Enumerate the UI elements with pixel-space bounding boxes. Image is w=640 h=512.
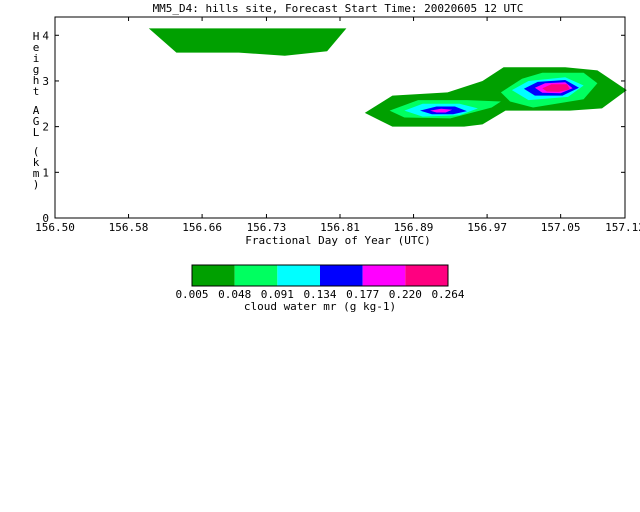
colorbar-swatch xyxy=(234,265,278,286)
x-tick-label: 156.66 xyxy=(182,221,222,234)
y-tick-label: 0 xyxy=(42,212,49,225)
colorbar-tick-label: 0.048 xyxy=(218,288,251,301)
colorbar-tick-label: 0.134 xyxy=(303,288,336,301)
x-tick-label: 156.81 xyxy=(320,221,360,234)
x-axis-ticks: 156.50 156.58 156.66 156.73 156.81 156.89 156.… xyxy=(35,17,640,234)
y-tick-label: 1 xyxy=(42,166,49,179)
y-axis-label-char: ) xyxy=(33,178,40,191)
y-axis-label-char: L xyxy=(33,126,40,139)
y-axis-ticks: 0 1 2 3 4 xyxy=(42,29,625,225)
y-tick-label: 4 xyxy=(42,29,49,42)
colorbar-tick-label: 0.264 xyxy=(431,288,464,301)
x-tick-label: 156.89 xyxy=(394,221,434,234)
colorbar-tick-label: 0.177 xyxy=(346,288,379,301)
colorbar-swatch xyxy=(277,265,320,286)
colorbar-swatch xyxy=(362,265,406,286)
x-axis-label: Fractional Day of Year (UTC) xyxy=(245,234,430,247)
chart-title: MM5_D4: hills site, Forecast Start Time:… xyxy=(153,2,524,15)
y-axis-label-char: G xyxy=(33,115,40,128)
plot-frame xyxy=(54,16,626,219)
y-axis-label-char: A xyxy=(33,104,40,117)
contour-region-level-4 xyxy=(430,108,453,113)
y-axis-label-char: m xyxy=(33,167,40,180)
y-axis-label-char: g xyxy=(33,63,40,76)
colorbar-tick-label: 0.091 xyxy=(261,288,294,301)
colorbar-swatch xyxy=(405,265,448,286)
x-tick-label: 156.50 xyxy=(35,221,75,234)
y-axis-label-char: t xyxy=(33,85,40,98)
colorbar: 0.005 0.048 0.091 0.134 0.177 0.220 0.264 xyxy=(175,264,465,301)
contour-region-level-5 xyxy=(542,84,570,92)
x-tick-label: 156.73 xyxy=(247,221,287,234)
y-tick-label: 2 xyxy=(42,121,49,134)
x-tick-label: 157.05 xyxy=(541,221,581,234)
y-axis-label-char: ( xyxy=(33,145,40,158)
colorbar-tick-label: 0.005 xyxy=(175,288,208,301)
colorbar-frame xyxy=(191,264,449,287)
x-tick-label: 156.58 xyxy=(109,221,149,234)
colorbar-swatch xyxy=(192,265,235,286)
y-axis-label-char: i xyxy=(33,52,40,65)
contour-regions xyxy=(148,28,627,127)
colorbar-label: cloud water mr (g kg-1) xyxy=(244,300,396,313)
x-tick-label: 157.12 xyxy=(605,221,640,234)
contour-region-level-0 xyxy=(148,28,347,56)
y-axis-label-char: h xyxy=(33,74,40,87)
colorbar-swatch xyxy=(320,265,363,286)
y-tick-label: 3 xyxy=(42,75,49,88)
x-tick-label: 156.97 xyxy=(467,221,507,234)
colorbar-tick-label: 0.220 xyxy=(389,288,422,301)
y-axis-label-char: H xyxy=(33,30,40,43)
y-axis-label-char: k xyxy=(33,156,40,169)
y-axis-label-char: e xyxy=(33,41,40,54)
